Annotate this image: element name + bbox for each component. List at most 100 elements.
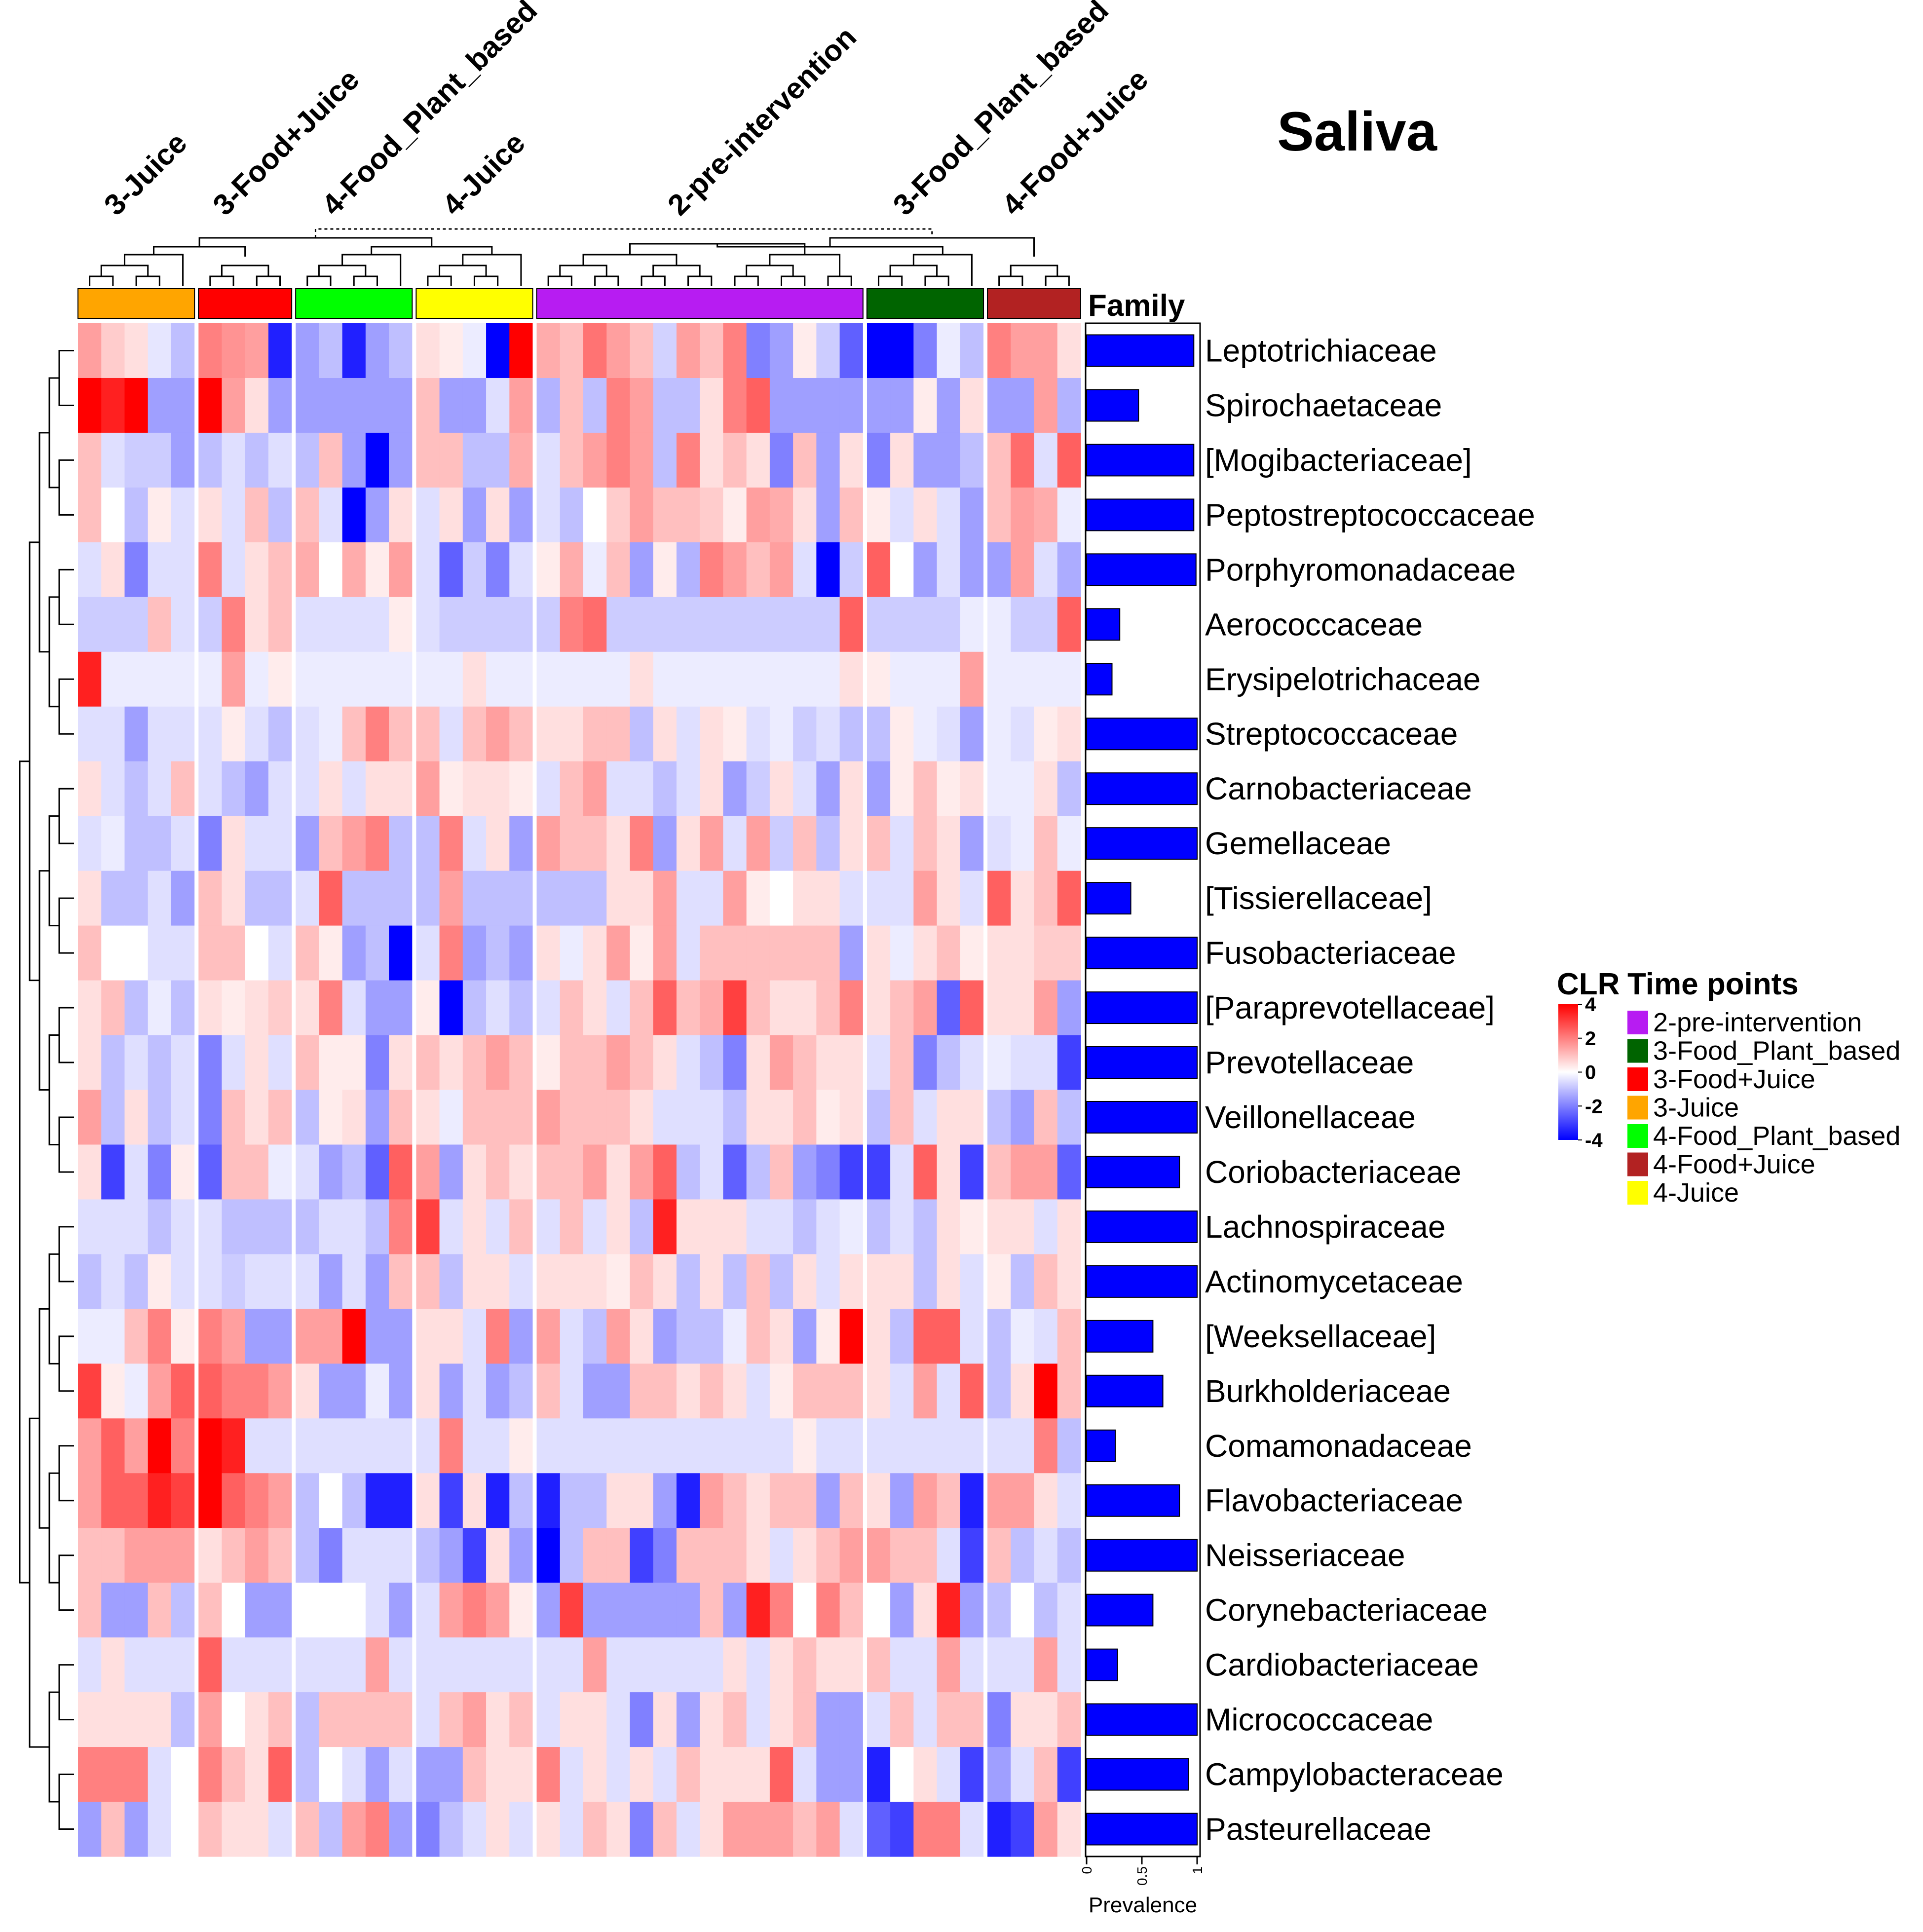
heatmap-cell [960, 432, 984, 488]
heatmap-cell [462, 1309, 487, 1364]
heatmap-cell [867, 761, 891, 817]
heatmap-cell [1034, 925, 1058, 981]
heatmap-cell [245, 761, 269, 817]
heatmap-cell [148, 651, 172, 707]
heatmap-cell [700, 761, 724, 817]
heatmap-cell [389, 871, 413, 926]
legend-item-label: 4-Juice [1653, 1178, 1739, 1208]
heatmap-cell [653, 597, 677, 652]
heatmap-cell [839, 1364, 864, 1419]
prevalence-bar [1086, 772, 1198, 805]
heatmap-cell [937, 1309, 961, 1364]
heatmap-cell [1011, 1418, 1035, 1474]
heatmap-cell [319, 487, 343, 543]
heatmap-cell [462, 816, 487, 871]
heatmap-cell [222, 378, 246, 433]
heatmap-cell [987, 1637, 1011, 1693]
heatmap-cell [365, 1802, 389, 1857]
heatmap-cell [653, 487, 677, 543]
heatmap-cell [124, 1528, 149, 1583]
heatmap-cell [723, 542, 747, 598]
row-label: Peptostreptococcaceae [1205, 497, 1535, 532]
heatmap-cell [606, 651, 631, 707]
heatmap-cell [793, 1692, 817, 1747]
heatmap-cell [583, 1747, 607, 1802]
heatmap-cell [462, 1637, 487, 1693]
heatmap-cell [296, 1090, 319, 1145]
heatmap-cell [839, 597, 864, 652]
annotation-header: Family [1088, 289, 1185, 323]
heatmap-cell [439, 378, 463, 433]
heatmap-cell [342, 761, 366, 817]
heatmap-cell [746, 1035, 770, 1091]
heatmap-cell [630, 1692, 654, 1747]
time-points-legend: Time points 2-pre-intervention3-Food_Pla… [1627, 967, 1900, 1208]
heatmap-cell [319, 432, 343, 488]
heatmap-cell [1057, 706, 1081, 762]
heatmap-cell [319, 542, 343, 598]
heatmap-cell [296, 1802, 319, 1857]
heatmap-cell [268, 871, 292, 926]
heatmap-cell [509, 1473, 533, 1528]
heatmap-cell [171, 378, 195, 433]
heatmap-cell [268, 925, 292, 981]
heatmap-cell [536, 1035, 561, 1091]
heatmap-cell [700, 378, 724, 433]
heatmap-cell [124, 542, 149, 598]
heatmap-cell [769, 1637, 793, 1693]
heatmap-cell [937, 1144, 961, 1200]
clr-tick-label: 0 [1585, 1062, 1596, 1084]
heatmap-cell [439, 323, 463, 379]
heatmap-cell [653, 1199, 677, 1254]
heatmap-cell [793, 487, 817, 543]
heatmap-cell [509, 761, 533, 817]
heatmap-cell [101, 432, 125, 488]
heatmap-cell [987, 1692, 1011, 1747]
heatmap-cell [913, 378, 938, 433]
heatmap-cell [439, 1254, 463, 1309]
heatmap-cell [746, 1144, 770, 1200]
heatmap-cell [560, 1144, 584, 1200]
heatmap-cell [245, 651, 269, 707]
heatmap-cell [296, 597, 319, 652]
heatmap-cell [630, 816, 654, 871]
heatmap-cell [583, 1364, 607, 1419]
heatmap-cell [171, 432, 195, 488]
heatmap-cell [124, 816, 149, 871]
prevalence-tick-label: 0.5 [1134, 1866, 1150, 1886]
heatmap-cell [148, 1309, 172, 1364]
heatmap-cell [171, 871, 195, 926]
heatmap-cell [365, 1144, 389, 1200]
heatmap-cell [583, 1802, 607, 1857]
heatmap-cell [960, 1144, 984, 1200]
heatmap-cell [583, 1473, 607, 1528]
heatmap-cell [509, 1364, 533, 1419]
heatmap-cell [816, 323, 840, 379]
heatmap-cell [867, 1637, 891, 1693]
heatmap-cell [913, 597, 938, 652]
heatmap-cell [171, 597, 195, 652]
heatmap-cell [1034, 1637, 1058, 1693]
heatmap-cell [222, 1035, 246, 1091]
heatmap-cell [439, 761, 463, 817]
heatmap-cell [319, 761, 343, 817]
heatmap-cell [700, 1364, 724, 1419]
heatmap-cell [676, 1528, 700, 1583]
heatmap-cell [148, 1583, 172, 1638]
heatmap-cell [462, 980, 487, 1036]
heatmap-cell [101, 925, 125, 981]
heatmap-cell [486, 323, 510, 379]
heatmap-cell [793, 1528, 817, 1583]
heatmap-cell [462, 651, 487, 707]
heatmap-cell [319, 1144, 343, 1200]
heatmap-cell [268, 1583, 292, 1638]
heatmap-cell [1011, 597, 1035, 652]
heatmap-cell [365, 651, 389, 707]
heatmap-cell [839, 1747, 864, 1802]
heatmap-cell [462, 1583, 487, 1638]
heatmap-cell [793, 1035, 817, 1091]
heatmap-cell [171, 1254, 195, 1309]
heatmap-cell [389, 925, 413, 981]
heatmap-cell [676, 1309, 700, 1364]
heatmap-cell [676, 432, 700, 488]
